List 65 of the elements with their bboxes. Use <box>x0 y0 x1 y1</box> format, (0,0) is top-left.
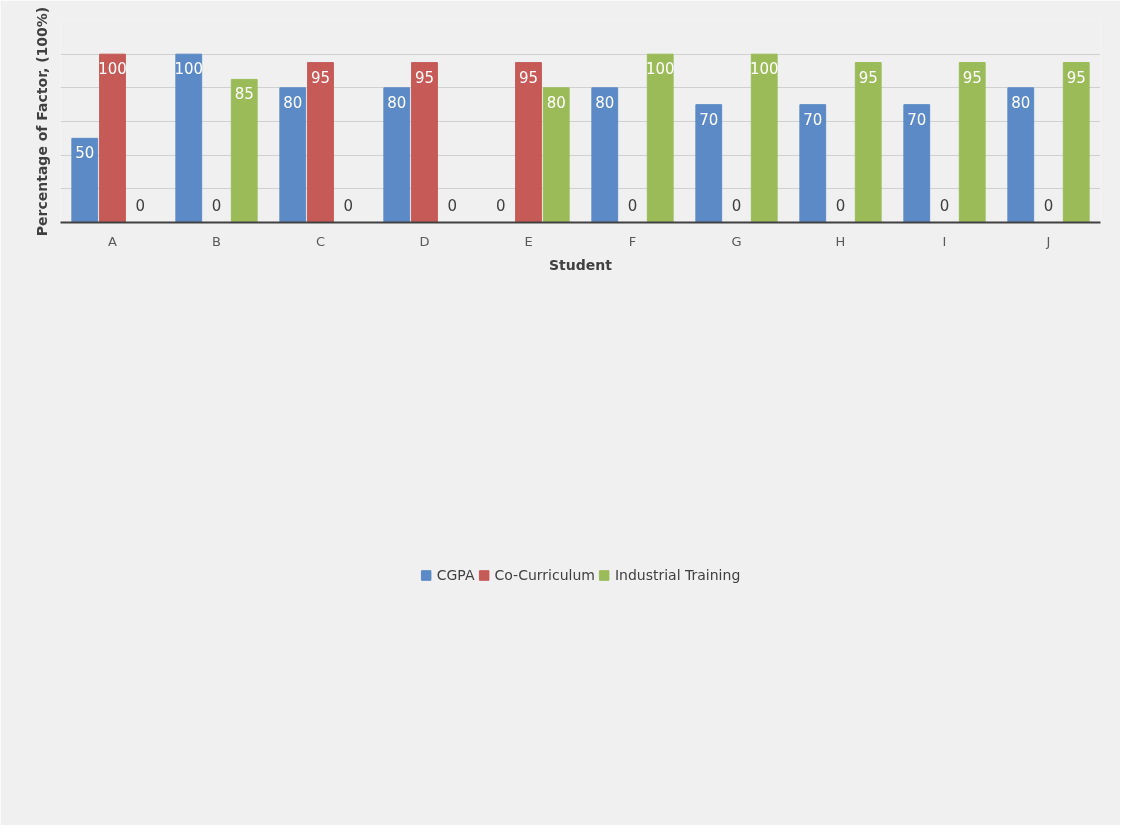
bar <box>591 87 619 223</box>
bar <box>1062 62 1090 223</box>
data-label: 100 <box>749 60 779 79</box>
data-label: 0 <box>343 196 354 215</box>
bar <box>750 53 778 223</box>
data-label: 0 <box>495 196 506 215</box>
bar <box>175 53 203 223</box>
data-label: 80 <box>387 93 407 112</box>
data-label: 70 <box>803 110 823 129</box>
x-tick-label: I <box>942 233 947 249</box>
x-tick-label: J <box>1045 233 1051 249</box>
data-label: 70 <box>699 110 719 129</box>
x-tick-label: B <box>212 233 221 249</box>
data-label: 100 <box>174 60 204 79</box>
data-label: 100 <box>98 60 127 79</box>
x-tick-label: C <box>315 233 326 249</box>
data-label: 0 <box>135 196 146 215</box>
data-label: 80 <box>595 93 615 112</box>
bar <box>903 104 931 223</box>
bar <box>383 87 411 223</box>
y-axis-title: Percentage of Factor, (100%) <box>33 6 50 237</box>
x-tick-label: G <box>731 233 742 249</box>
bar <box>71 137 99 223</box>
data-label: 0 <box>447 196 458 215</box>
data-label: 95 <box>310 68 331 87</box>
data-label: 0 <box>211 196 222 215</box>
bar <box>307 62 334 223</box>
bar <box>515 62 542 223</box>
x-tick-label: E <box>524 233 533 249</box>
data-label: 0 <box>835 196 846 215</box>
data-label: 50 <box>75 144 95 163</box>
data-label: 0 <box>627 196 638 215</box>
x-tick-label: D <box>419 233 430 249</box>
x-axis-title: Student <box>549 256 613 273</box>
bar <box>695 104 723 223</box>
legend-label: Co-Curriculum <box>494 567 595 583</box>
x-tick-label: F <box>628 233 637 249</box>
data-label: 0 <box>1043 196 1054 215</box>
data-label: 95 <box>1066 68 1086 87</box>
data-label: 100 <box>645 60 675 79</box>
data-label: 80 <box>546 93 566 112</box>
data-label: 95 <box>518 68 539 87</box>
bar <box>854 62 882 223</box>
bar <box>279 87 307 223</box>
data-label: 80 <box>283 93 303 112</box>
x-tick-label: H <box>835 233 846 249</box>
data-label: 95 <box>962 68 982 87</box>
data-label: 95 <box>414 68 435 87</box>
bar <box>1007 87 1035 223</box>
bar <box>99 53 126 223</box>
data-label: 95 <box>858 68 878 87</box>
bar <box>646 53 674 223</box>
bar <box>230 78 258 223</box>
legend-label: CGPA <box>436 567 475 583</box>
bar <box>958 62 986 223</box>
data-label: 70 <box>907 110 927 129</box>
bar <box>411 62 438 223</box>
data-label: 0 <box>939 196 950 215</box>
bar <box>542 87 570 223</box>
data-label: 85 <box>234 85 254 104</box>
data-label: 0 <box>731 196 742 215</box>
x-tick-label: A <box>108 233 118 249</box>
bar <box>799 104 827 223</box>
data-label: 80 <box>1011 93 1031 112</box>
legend-label: Industrial Training <box>614 567 741 583</box>
